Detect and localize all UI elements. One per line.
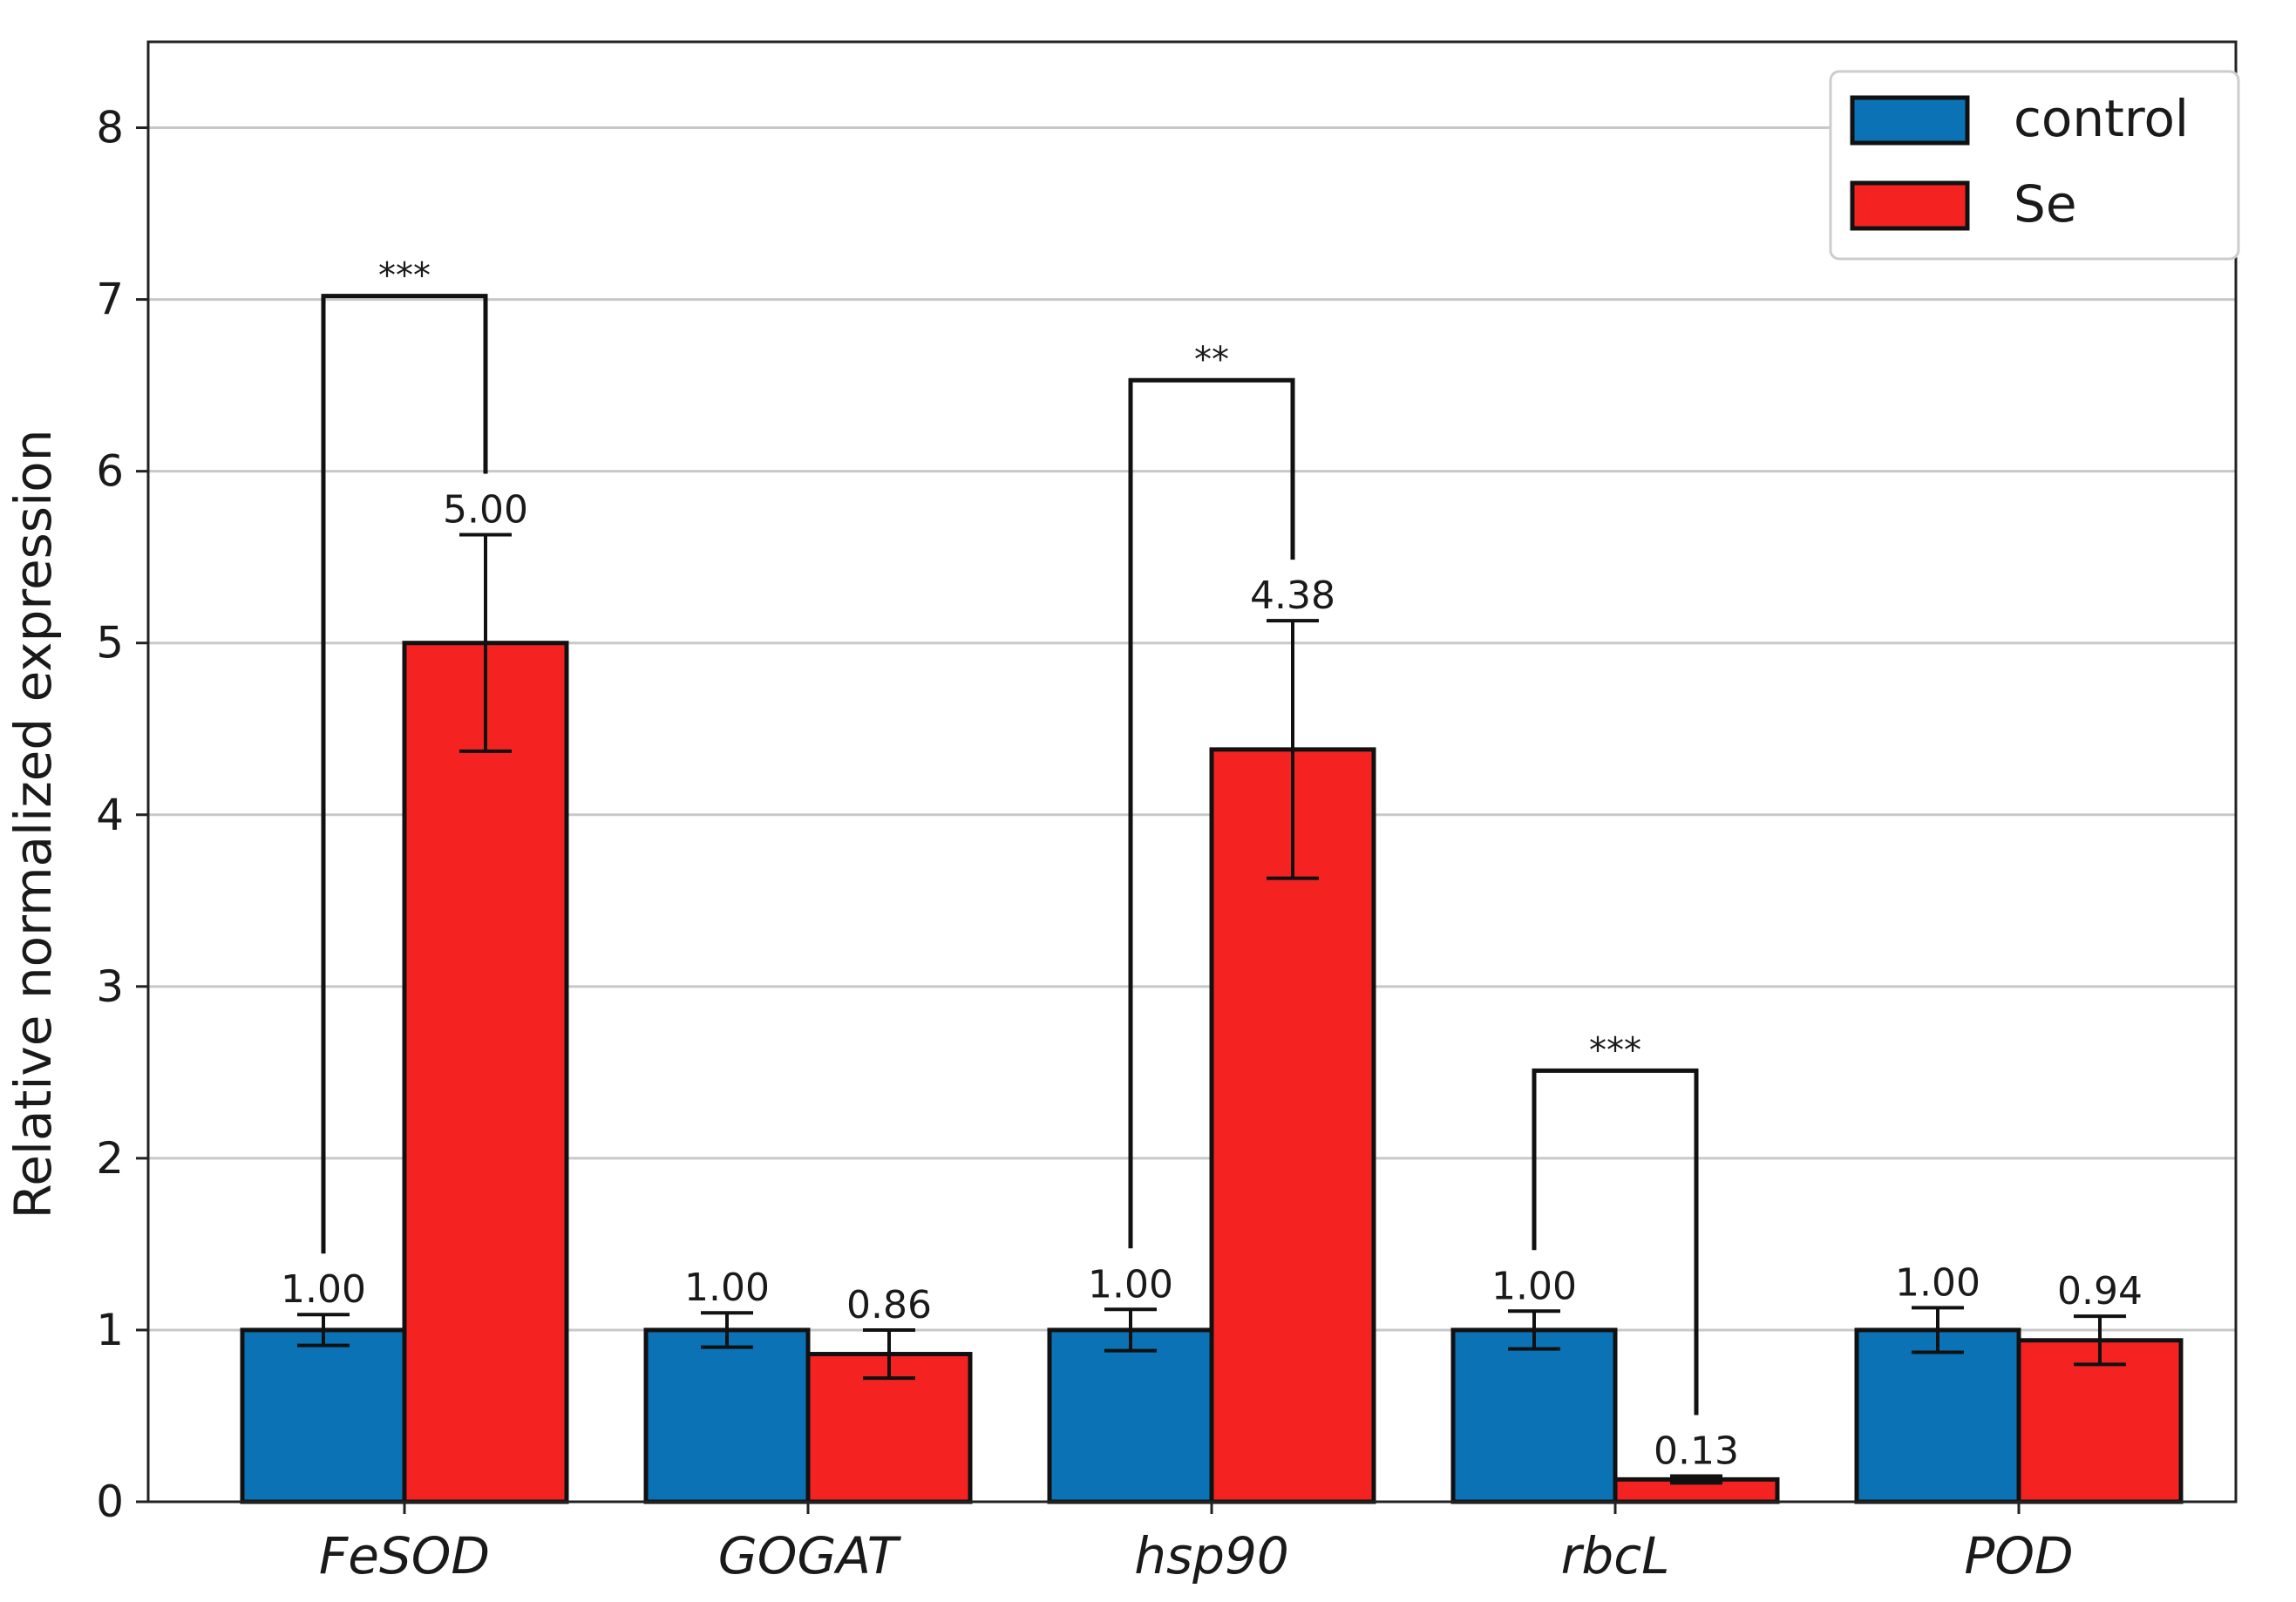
data-label: 0.13	[1654, 1429, 1739, 1473]
data-label: 1.00	[684, 1266, 770, 1310]
data-label: 0.86	[846, 1283, 932, 1327]
significance-label: ***	[378, 256, 431, 296]
y-tick-label: 2	[96, 1133, 124, 1184]
data-label: 1.00	[281, 1267, 366, 1312]
y-tick-label: 3	[96, 961, 124, 1012]
bars	[240, 641, 2184, 1504]
axes: 0 1 2 3 4 5 6 7 8 FeSOD GOGAT hsp90 rbcL POD	[96, 103, 2073, 1585]
legend-label-control: control	[2014, 89, 2189, 148]
x-tick-label: FeSOD	[319, 1526, 490, 1585]
significance-label: **	[1194, 340, 1229, 380]
significance-bracket	[1532, 1068, 1699, 1415]
y-tick-label: 4	[96, 790, 124, 840]
x-tick-label: hsp90	[1134, 1526, 1289, 1585]
y-tick-label: 8	[96, 103, 124, 153]
data-label: 1.00	[1491, 1264, 1577, 1308]
x-tick-label: GOGAT	[718, 1526, 902, 1585]
legend-swatch-control	[1850, 95, 1970, 146]
y-tick-label: 0	[96, 1476, 124, 1527]
legend-label-se: Se	[2014, 174, 2077, 234]
bar-control-pod	[1854, 1327, 2021, 1504]
error-bars: 1.00 5.00 1.00 0.86 1.00 4.38 1.00 0.13 1.00 0.94	[281, 488, 2143, 1485]
y-axis-label: Relative normalized expression	[3, 430, 63, 1219]
x-tick-label: POD	[1964, 1526, 2073, 1585]
legend: control Se	[1829, 70, 2240, 261]
significance-bracket	[321, 294, 488, 1254]
x-tick-label: rbcL	[1561, 1526, 1670, 1585]
significance-label: ***	[1589, 1030, 1641, 1070]
significance-brackets: ********	[321, 256, 1699, 1415]
y-tick-label: 5	[96, 618, 124, 669]
legend-swatch-se	[1850, 180, 1970, 231]
data-label: 0.94	[2057, 1269, 2143, 1314]
y-tick-label: 6	[96, 446, 124, 497]
bar-se-fesod	[402, 641, 569, 1504]
plot-frame	[146, 40, 2238, 1504]
data-label: 5.00	[443, 488, 528, 533]
bar-control-gogat	[643, 1327, 811, 1504]
bar-control-rbcl	[1450, 1327, 1618, 1504]
y-tick-label: 1	[96, 1305, 124, 1355]
data-label: 1.00	[1895, 1260, 1980, 1305]
data-label: 4.38	[1250, 574, 1335, 618]
y-tick-label: 7	[96, 275, 124, 325]
bar-control-hsp90	[1047, 1327, 1214, 1504]
significance-bracket	[1128, 377, 1295, 1249]
bar-control-fesod	[240, 1327, 407, 1504]
data-label: 1.00	[1088, 1262, 1173, 1307]
